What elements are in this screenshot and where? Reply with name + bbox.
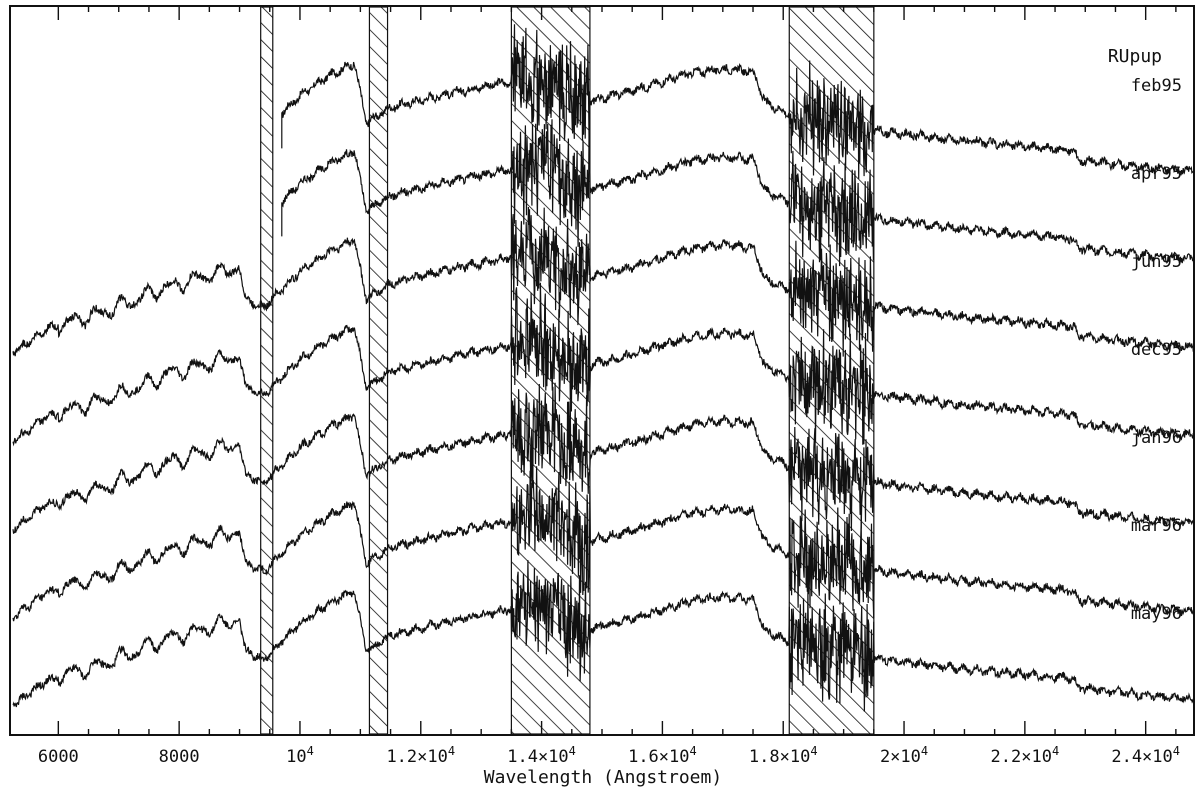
series-label-mar96: mar96 — [1131, 516, 1182, 536]
series-label-jan96: jan96 — [1131, 428, 1182, 448]
series-labels: feb95 apr95 jun95 dec95 jan96 mar96 may96 — [1131, 76, 1182, 624]
spectrum-dec95 — [12, 282, 1195, 447]
series-label-jun95: jun95 — [1131, 252, 1182, 272]
spectrum-apr95 — [281, 119, 1195, 267]
x-tick-label-2: 8000 — [159, 747, 200, 767]
spectrum-feb95 — [281, 24, 1194, 179]
hatched-region-1 — [260, 6, 274, 735]
x-tick-label-3: 104 — [286, 744, 314, 767]
x-tick-label-9: 2.2×104 — [991, 744, 1060, 767]
series-label-apr95: apr95 — [1131, 164, 1182, 184]
x-axis-label: Wavelength (Angstroem) — [484, 767, 722, 788]
spectrum-mar96 — [12, 466, 1195, 622]
x-axis-ticks: 6000 8000 104 1.2×104 1.4×104 1.6×104 1.8×104 2… — [38, 6, 1180, 767]
object-label: RUpup — [1108, 46, 1162, 67]
spectrum-may96 — [12, 560, 1195, 712]
x-tick-label-4: 1.2×104 — [386, 744, 455, 767]
spectrum-jun95 — [12, 206, 1195, 357]
x-tick-label-6: 1.6×104 — [628, 744, 697, 767]
series-label-dec95: dec95 — [1131, 340, 1182, 360]
spectrum-jan96 — [12, 382, 1195, 534]
hatched-region-2 — [368, 6, 389, 735]
series-label-feb95: feb95 — [1131, 76, 1182, 96]
spectra-series — [12, 24, 1195, 712]
x-tick-label-8: 2×104 — [880, 744, 928, 767]
x-tick-label-7: 1.8×104 — [749, 744, 818, 767]
x-tick-label-10: 2.4×104 — [1111, 744, 1180, 767]
series-label-may96: may96 — [1131, 604, 1182, 624]
x-tick-label-1: 6000 — [38, 747, 79, 767]
x-tick-label-5: 1.4×104 — [507, 744, 576, 767]
